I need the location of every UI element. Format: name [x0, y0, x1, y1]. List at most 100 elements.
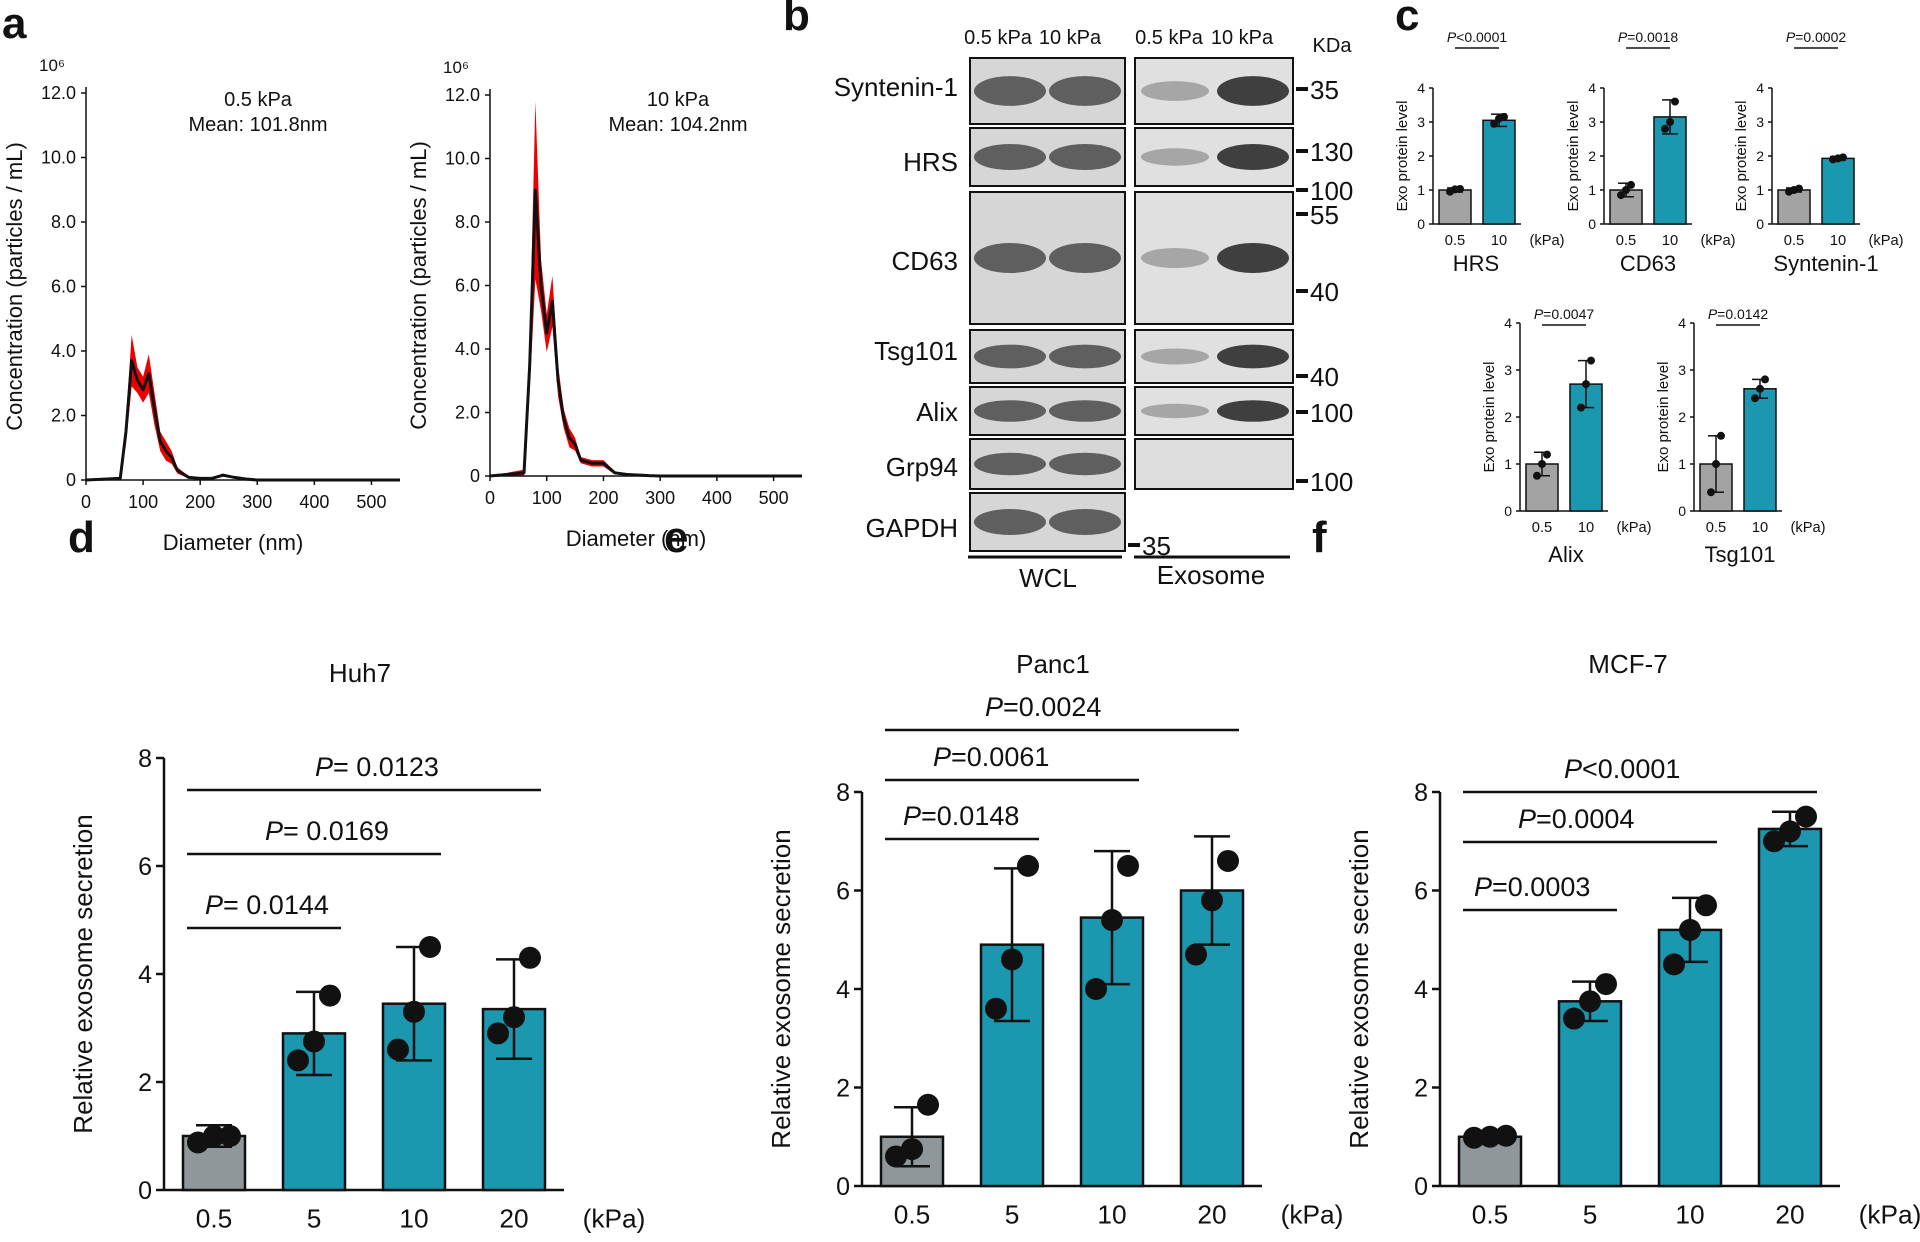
bar-chart-5: 0 1 2 3 4 0.5 10 (kPa) Exo protein level Syntenin…: [1733, 47, 1904, 276]
data-point: [387, 1038, 409, 1061]
x-tick-label: 0.5: [1445, 233, 1465, 249]
unit-label: (kPa): [1790, 520, 1825, 536]
x-tick-label: 500: [759, 488, 789, 508]
bar-chart-3: 0 1 2 3 4 0.5 10 (kPa) Exo protein level HRS: [1394, 47, 1565, 276]
panel-letter: d: [68, 513, 95, 562]
data-point: [1001, 948, 1023, 971]
bar: [1777, 189, 1811, 225]
p-italic: P: [1534, 306, 1544, 322]
unit-label: (kPa): [1616, 520, 1651, 536]
y-tick-label: 4: [836, 976, 850, 1004]
data-point: [503, 1006, 525, 1029]
y-tick-label: 4.0: [455, 339, 480, 359]
y-tick-label: 1: [1588, 182, 1596, 198]
y-tick-label: 0: [470, 466, 480, 486]
x-tick-label: 300: [242, 492, 272, 512]
p-value: =0.0148: [921, 801, 1019, 831]
marker-label: 55: [1310, 200, 1339, 230]
y-tick-label: 0: [1678, 503, 1686, 519]
data-point: [1795, 805, 1817, 828]
p-value: =0.0047: [1543, 306, 1594, 322]
y-axis-label: Exo protein level: [1655, 362, 1672, 473]
protein-label: Alix: [916, 397, 958, 427]
p-italic: P: [1518, 804, 1536, 834]
blot-band: [974, 508, 1046, 536]
unit-label: (kPa): [1868, 233, 1903, 249]
bar: [1438, 189, 1472, 225]
y-tick-label: 12.0: [41, 83, 76, 103]
y-axis-label: Exo protein level: [1481, 362, 1498, 473]
error-band: [86, 334, 400, 480]
lane-header: 10 kPa: [1211, 27, 1274, 49]
blot-band: [1141, 81, 1209, 101]
p-italic: P: [933, 742, 951, 772]
x-tick-label: 100: [532, 488, 562, 508]
marker-label: 100: [1310, 176, 1353, 206]
bar-chart-7: 0 1 2 3 4 0.5 10 (kPa) Exo protein level Tsg101: [1655, 315, 1826, 567]
y-tick-label: 8: [1414, 779, 1428, 807]
panel-letter: c: [1395, 0, 1419, 40]
y-scale-label: 10⁶: [443, 58, 469, 77]
y-tick-label: 0: [1417, 216, 1425, 232]
bar-chart-6: 0 1 2 3 4 0.5 10 (kPa) Exo protein level Alix: [1481, 315, 1652, 567]
y-tick-label: 4: [1588, 80, 1596, 96]
p-value-label: P=0.0024: [985, 692, 1101, 722]
p-value: = 0.0169: [283, 816, 389, 846]
y-tick-label: 0: [66, 470, 76, 490]
y-tick-label: 1: [1678, 456, 1686, 472]
p-value: =0.0024: [1003, 692, 1101, 722]
annotation: 10 kPa: [647, 89, 710, 111]
blot-band: [1049, 243, 1121, 273]
p-value: = 0.0123: [333, 752, 439, 782]
x-tick-label: 0.5: [1706, 520, 1726, 536]
x-tick-label: 10: [1830, 233, 1846, 249]
y-axis-label: Exo protein level: [1565, 101, 1582, 212]
data-point: [1101, 909, 1123, 932]
panel-letter: a: [2, 0, 27, 48]
blot-band: [1217, 344, 1289, 369]
x-tick-label: 10: [1675, 1200, 1704, 1230]
data-point: [1756, 384, 1764, 393]
bar: [1757, 827, 1823, 1188]
data-point: [1671, 97, 1679, 106]
y-tick-label: 6.0: [455, 276, 480, 296]
marker-label: 100: [1310, 398, 1353, 428]
marker-label: 40: [1310, 362, 1339, 392]
marker-label: 130: [1310, 137, 1353, 167]
unit-header: KDa: [1313, 35, 1353, 57]
marker-label: 35: [1310, 75, 1339, 105]
x-tick-label: 10: [1097, 1200, 1126, 1230]
chart-title: Tsg101: [1705, 542, 1776, 567]
blot-band: [974, 400, 1046, 422]
y-axis-label: Concentration (particles / mL): [406, 141, 431, 430]
x-tick-label: 400: [702, 488, 732, 508]
y-tick-label: 1: [1417, 182, 1425, 198]
y-tick-label: 4.0: [51, 341, 76, 361]
data-point: [1751, 394, 1759, 403]
data-point: [287, 1049, 309, 1072]
data-point: [219, 1125, 241, 1147]
blot-band: [974, 452, 1046, 476]
p-italic: P: [985, 692, 1003, 722]
protein-label: Tsg101: [874, 336, 958, 366]
y-tick-label: 12.0: [445, 85, 480, 105]
chart-title: Alix: [1548, 542, 1583, 567]
data-point: [1666, 118, 1674, 126]
y-tick-label: 3: [1417, 114, 1425, 130]
blot-band: [974, 344, 1046, 369]
unit-label: (kPa): [1281, 1200, 1344, 1230]
data-point: [203, 1125, 225, 1147]
y-tick-label: 8.0: [51, 212, 76, 232]
blot-band: [1049, 344, 1121, 369]
data-point: [1017, 854, 1039, 877]
x-tick-label: 500: [356, 492, 386, 512]
p-value-label: P=0.0047: [1534, 306, 1595, 322]
data-point: [1085, 978, 1107, 1000]
unit-label: (kPa): [1859, 1200, 1920, 1230]
p-value-label: P=0.0004: [1518, 804, 1634, 834]
western-blot-panel: 0.5 kPa 10 kPa 0.5 kPa 10 kPa KDa Syntenin-1 H…: [834, 27, 1354, 593]
data-point: [1479, 1125, 1501, 1148]
data-point: [1185, 943, 1207, 966]
p-value-label: P= 0.0123: [315, 752, 439, 782]
data-point: [1500, 112, 1508, 121]
